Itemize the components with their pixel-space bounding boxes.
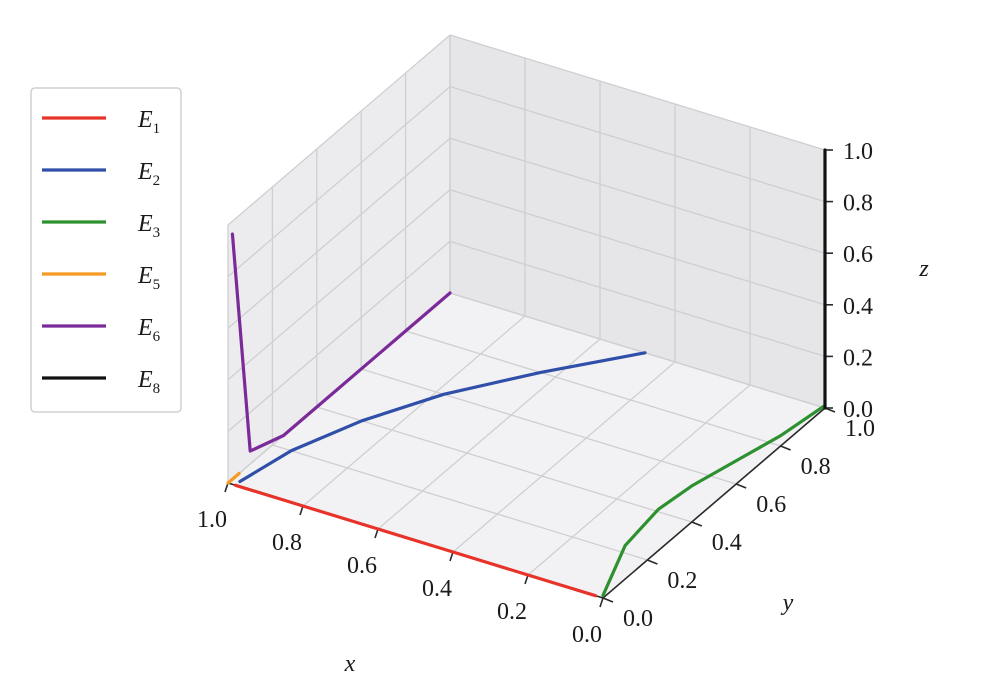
x-tick-label: 0.6 [347,553,377,579]
z-tick-label: 0.0 [843,397,873,423]
grid-line [452,361,676,553]
grid-line [227,34,451,226]
y-tick-label: 0.4 [712,530,742,556]
y-tick-label: 0.2 [667,568,697,594]
y-tick [647,559,658,565]
z-tick-label: 0.2 [843,345,873,371]
grid-line [361,368,737,485]
y-axis-label: y [781,590,794,616]
left-wall-pane [228,35,450,483]
series-line-E5 [226,471,241,485]
z-tick-label: 1.0 [843,139,873,165]
grid-line [302,315,526,507]
x-tick-label: 0.0 [572,622,602,648]
grid-line [449,240,826,358]
series-line-E3 [601,403,827,598]
z-tick-label: 0.4 [843,294,873,320]
grid-line [527,384,751,576]
series-curves [226,148,827,598]
grid-line [272,444,648,561]
y-tick [735,483,747,489]
grid-line [449,34,826,151]
grid-line [227,189,451,381]
x-tick-label: 0.2 [497,599,527,625]
tick-labels: 1.00.80.60.40.20.00.00.20.40.60.81.00.00… [197,139,875,648]
grid-line [227,240,451,432]
grid-line [405,330,781,447]
y-tick [602,597,614,603]
x-tick-label: 1.0 [197,507,227,533]
grid-line [316,406,692,523]
x-axis-label: x [344,651,356,677]
x-tick-label: 0.4 [422,576,452,602]
axes-panes [228,35,825,598]
z-tick-label: 0.6 [843,242,873,268]
y-tick [780,445,791,451]
grid-line [449,137,826,254]
y-tick [691,521,703,527]
y-tick-label: 0.8 [801,454,831,480]
y-axis-line [602,407,826,599]
grid-line [449,292,826,409]
grid-line [449,189,826,306]
y-tick-label: 0.0 [623,606,653,632]
series-line-E2 [238,351,647,484]
grid-line [449,85,826,203]
x-tick-label: 0.8 [272,530,302,556]
series-line-E6 [230,232,452,453]
z-axis-label: z [918,256,929,282]
grid-line [227,137,451,329]
back-wall-pane [450,35,825,408]
series-line-E1 [233,483,598,598]
grid-line [377,338,601,530]
grid-line [227,86,451,278]
floor-pane [228,293,825,598]
x-tick [599,597,604,608]
y-tick-label: 0.6 [756,492,786,518]
y-tick-label: 1.0 [845,416,875,442]
z-tick-label: 0.8 [843,191,873,217]
